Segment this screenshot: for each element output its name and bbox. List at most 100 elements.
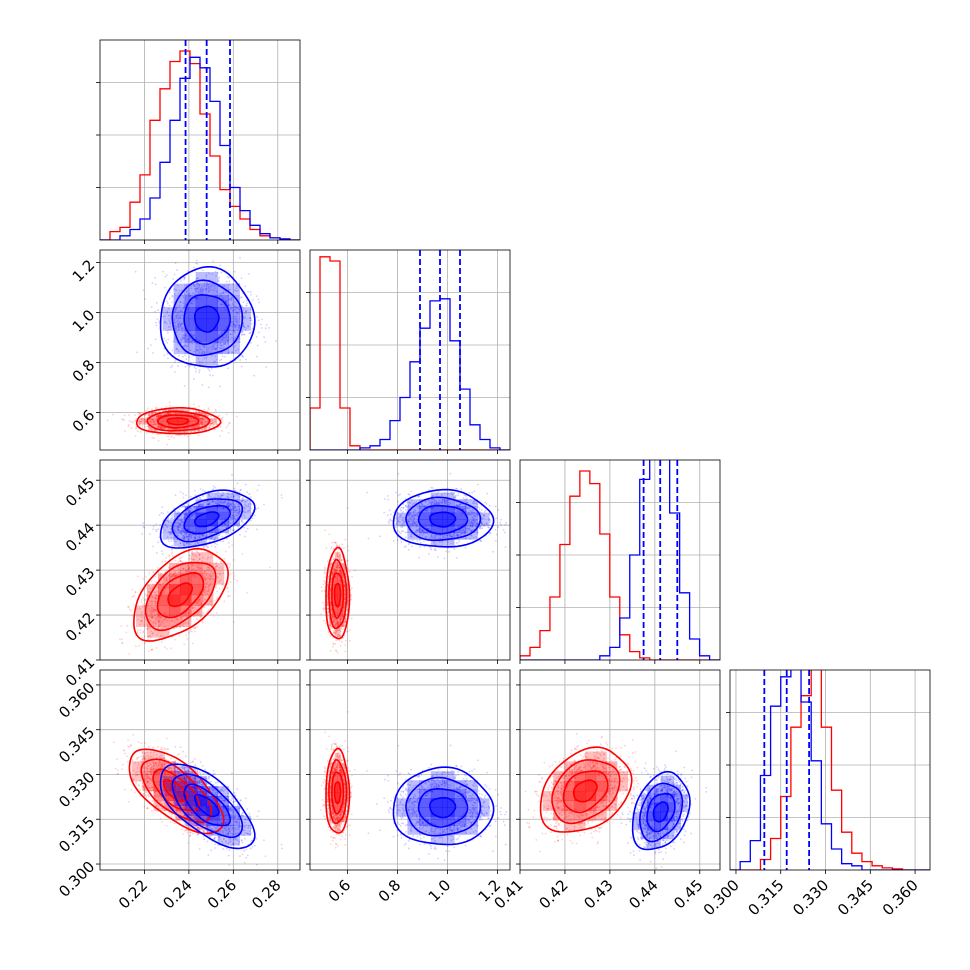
sample-point — [445, 498, 448, 501]
sample-point — [198, 419, 201, 422]
sample-point — [399, 515, 402, 517]
sample-point — [471, 516, 474, 519]
density-cell — [195, 532, 207, 540]
sample-point — [175, 428, 178, 431]
sample-point — [202, 533, 205, 536]
sample-point — [222, 501, 225, 504]
sample-point — [226, 562, 229, 564]
sample-point — [169, 528, 172, 530]
sample-point — [339, 621, 342, 623]
sample-point — [471, 491, 474, 494]
sample-point — [205, 569, 208, 572]
sample-point — [339, 644, 342, 647]
sample-point — [219, 501, 222, 504]
sample-point — [175, 331, 178, 333]
sample-point — [180, 532, 183, 535]
sample-point — [335, 561, 338, 564]
sample-point — [139, 629, 142, 632]
sample-point — [202, 534, 205, 536]
sample-point — [462, 497, 465, 500]
sample-point — [239, 296, 242, 299]
sample-point — [398, 531, 401, 533]
sample-point — [178, 559, 181, 561]
sample-point — [255, 528, 258, 531]
density-cell — [195, 519, 207, 527]
sample-point — [180, 505, 183, 508]
sample-point — [167, 307, 170, 310]
sample-point — [350, 617, 353, 620]
sample-point — [281, 496, 283, 499]
sample-point — [209, 415, 212, 418]
sample-point — [176, 510, 179, 513]
sample-point — [343, 597, 346, 600]
sample-point — [204, 413, 206, 416]
sample-point — [401, 519, 404, 522]
sample-point — [432, 536, 434, 539]
sample-point — [232, 330, 234, 333]
sample-point — [333, 616, 335, 619]
sample-point — [185, 571, 188, 574]
sample-point — [159, 524, 161, 527]
sample-point — [203, 591, 206, 594]
density-cell — [148, 412, 159, 416]
sample-point — [335, 566, 338, 569]
density-cell — [239, 307, 251, 320]
sample-point — [242, 497, 245, 499]
sample-point — [347, 549, 350, 552]
sample-point — [183, 305, 185, 308]
sample-point — [220, 351, 223, 354]
sample-point — [169, 530, 172, 533]
sample-point — [171, 294, 174, 297]
density-cell — [191, 552, 203, 564]
sample-point — [412, 523, 415, 526]
sample-point — [157, 620, 160, 623]
sample-point — [151, 616, 154, 619]
sample-point — [222, 583, 224, 586]
sample-point — [151, 621, 154, 623]
sample-point — [142, 630, 145, 633]
sample-point — [176, 434, 179, 436]
sample-point — [329, 620, 332, 623]
density-cell — [334, 594, 338, 606]
sample-point — [232, 497, 235, 499]
density-cell — [177, 415, 188, 419]
sample-point — [229, 288, 232, 291]
sample-point — [330, 583, 332, 586]
sample-point — [172, 288, 175, 291]
sample-point — [414, 513, 417, 516]
sample-point — [190, 533, 193, 536]
sample-point — [400, 526, 403, 529]
sample-point — [198, 284, 201, 286]
sample-point — [334, 568, 336, 570]
sample-point — [499, 521, 501, 524]
sample-point — [145, 413, 148, 416]
sample-point — [152, 423, 155, 426]
sample-point — [263, 336, 265, 338]
density-cell — [158, 412, 169, 416]
sample-point — [175, 626, 178, 629]
sample-point — [330, 609, 333, 611]
density-cell — [217, 492, 229, 500]
sample-point — [483, 524, 485, 527]
sample-point — [406, 531, 408, 534]
sample-point — [177, 322, 180, 325]
sample-point — [174, 371, 176, 373]
density-cell — [207, 421, 218, 425]
sample-point — [231, 502, 234, 505]
sample-point — [323, 619, 325, 622]
sample-point — [335, 629, 338, 632]
sample-point — [246, 510, 249, 513]
sample-point — [206, 566, 209, 569]
sample-point — [451, 493, 454, 496]
panel-content — [100, 250, 300, 450]
sample-point — [201, 288, 204, 290]
sample-point — [329, 602, 332, 605]
sample-point — [453, 533, 456, 536]
sample-point — [159, 623, 162, 626]
sample-point — [212, 578, 215, 581]
sample-point — [418, 495, 421, 498]
sample-point — [247, 272, 250, 275]
sample-point — [201, 417, 203, 420]
sample-point — [347, 567, 349, 570]
sample-point — [249, 319, 252, 322]
